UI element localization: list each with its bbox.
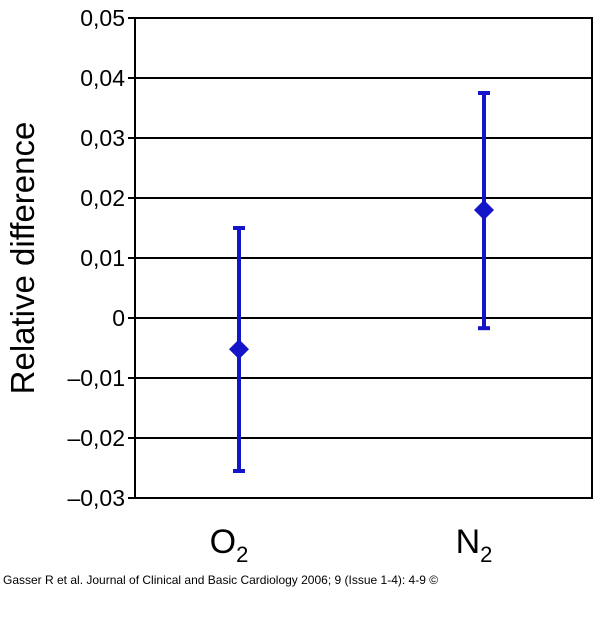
x-category-label: O2 [210,523,249,567]
data-point-diamond [474,200,494,220]
y-tick-label: –0,02 [67,425,125,451]
data-point-diamond [229,339,249,360]
y-tick-label: 0,02 [80,185,125,211]
y-tick-label: 0 [112,305,125,331]
y-tick-label: 0,05 [80,5,125,31]
error-bar-chart: –0,03 –0,02 –0,01 0 0,01 0,02 0,03 0,04 0,05 Rel… [4,5,593,567]
y-tick-label: 0,03 [80,125,125,151]
x-category-labels: O2 N2 [210,523,493,567]
y-tick-label: –0,01 [67,365,125,391]
data-marks [229,91,494,473]
plot-frame [134,17,593,499]
y-axis-title: Relative difference [4,122,41,395]
y-tick-label: 0,01 [80,245,125,271]
grid-lines [128,17,592,499]
y-tick-labels: –0,03 –0,02 –0,01 0 0,01 0,02 0,03 0,04 0,05 [67,5,125,511]
y-tick-label: 0,04 [80,65,125,91]
citation-caption: Gasser R et al. Journal of Clinical and … [3,573,439,587]
y-tick-label: –0,03 [67,485,125,511]
x-category-label: N2 [456,523,493,567]
